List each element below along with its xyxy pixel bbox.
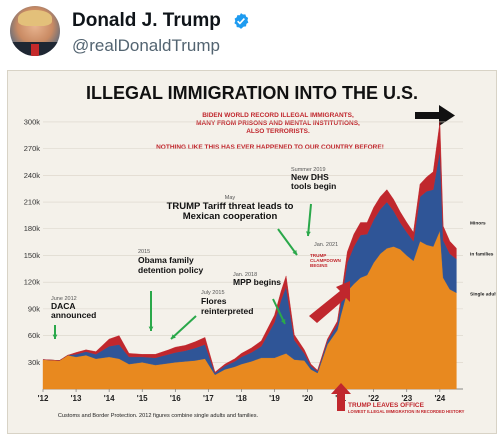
- annotation-line: New DHS: [291, 172, 329, 182]
- annotation-line: June 2012: [51, 296, 77, 302]
- annotation-line: TRUMP: [310, 253, 326, 258]
- y-tick-label: 180k: [24, 224, 41, 233]
- y-tick-label: 60k: [28, 331, 40, 340]
- chart-legend: Minors In families Single adults: [470, 220, 500, 298]
- annotation-line: tools begin: [291, 181, 336, 191]
- x-tick-label: '18: [236, 394, 247, 403]
- x-tick-label: '23: [401, 394, 412, 403]
- avatar-hair: [18, 10, 52, 26]
- chart-subtitle-line-3: ALSO TERRORISTS.: [246, 128, 310, 135]
- chart-subtitle-line-2: MANY FROM PRISONS AND MENTAL INSTITUTION…: [196, 120, 360, 127]
- x-tick-label: '13: [71, 394, 82, 403]
- x-tick-label: '19: [269, 394, 280, 403]
- arrow-dhs-head: [306, 231, 311, 236]
- legend-label: Single adults: [470, 292, 496, 298]
- annotation-line: announced: [51, 310, 96, 320]
- annotation-line: Mexican cooperation: [183, 211, 278, 222]
- verified-badge-icon: [234, 13, 249, 29]
- y-tick-label: 300k: [24, 117, 41, 126]
- arrow-tariff-head: [292, 250, 297, 255]
- y-tick-label: 120k: [24, 278, 41, 287]
- chart-title: ILLEGAL IMMIGRATION INTO THE U.S.: [86, 83, 418, 103]
- y-tick-label: 150k: [24, 251, 41, 260]
- annotation-line: Obama family: [138, 255, 194, 265]
- annotation-line: Flores: [201, 296, 227, 306]
- chart-image-card[interactable]: ILLEGAL IMMIGRATION INTO THE U.S. BIDEN …: [7, 70, 500, 434]
- y-tick-label: 210k: [24, 198, 41, 207]
- author-handle[interactable]: @realDonaldTrump: [72, 36, 220, 55]
- annotation-line: 2015: [138, 249, 150, 255]
- annotation-line: May: [225, 195, 236, 201]
- annotation-line: reinterpreted: [201, 306, 253, 316]
- x-tick-label: '22: [368, 394, 379, 403]
- y-tick-label: 90k: [28, 304, 40, 313]
- tweet-header: Donald J. Trump @realDonaldTrump: [0, 0, 500, 70]
- x-tick-label: '12: [38, 394, 49, 403]
- annotation-line: Jan. 2021: [314, 242, 338, 248]
- y-tick-label: 240k: [24, 171, 41, 180]
- x-tick-label: '24: [434, 394, 445, 403]
- arrow-flores-head: [171, 334, 176, 339]
- annotation-line: Jan. 2018: [233, 272, 257, 278]
- immigration-chart: ILLEGAL IMMIGRATION INTO THE U.S. BIDEN …: [24, 83, 500, 419]
- x-axis-ticks: '12'13'14'15'16'17'18'19'20'21'22'23'24: [38, 389, 446, 403]
- annotation-line: LOWEST ILLEGAL IMMIGRATION IN RECORDED H…: [348, 409, 465, 414]
- arrow-mpp: [272, 298, 286, 325]
- arrow-obama-head: [148, 326, 154, 331]
- author-name[interactable]: Donald J. Trump: [72, 10, 221, 31]
- chart-subtitle-line-1: BIDEN WORLD RECORD ILLEGAL IMMIGRANTS,: [202, 112, 354, 119]
- x-tick-label: '14: [104, 394, 115, 403]
- x-tick-label: '16: [170, 394, 181, 403]
- annotation-line: DACA: [51, 301, 76, 311]
- annotation-line: BEGINS: [310, 263, 328, 268]
- arrow-dhs: [307, 203, 312, 237]
- annotation-jan2021: Jan. 2021: [314, 242, 338, 248]
- avatar[interactable]: [10, 6, 60, 56]
- annotation-line: July 2015: [201, 290, 225, 296]
- arrow-tariff: [277, 228, 298, 256]
- right-arrow-icon: [415, 105, 455, 126]
- annotation-line: detention policy: [138, 265, 203, 275]
- arrow-daca-head: [52, 334, 58, 339]
- clampdown-arrow-icon: [309, 281, 350, 323]
- annotation-line: MPP begins: [233, 277, 281, 287]
- annotation-line: TRUMP Tariff threat leads to: [167, 201, 294, 212]
- annotation-line: Summer 2019: [291, 167, 326, 173]
- arrow-mpp-head: [280, 319, 286, 324]
- annotation-line: CLAMPDOWN: [310, 258, 342, 263]
- leaves-office-arrow-icon: [331, 383, 351, 411]
- source-note: Customs and Border Protection. 2012 figu…: [58, 413, 259, 419]
- y-axis-ticks: 30k 60k 90k 120k 150k 180k 210k 240k 270k 300k: [24, 117, 41, 366]
- y-tick-label: 30k: [28, 358, 40, 367]
- legend-label: Minors: [470, 220, 486, 226]
- arrow-flores: [170, 315, 197, 340]
- legend-label: In families: [470, 251, 494, 257]
- annotation-line: TRUMP LEAVES OFFICE: [348, 402, 425, 409]
- chart-subtitle-2: NOTHING LIKE THIS HAS EVER HAPPENED TO O…: [156, 144, 384, 151]
- x-tick-label: '17: [203, 394, 214, 403]
- y-tick-label: 270k: [24, 144, 41, 153]
- chart-areas: [42, 121, 457, 390]
- x-tick-label: '20: [302, 394, 313, 403]
- x-tick-label: '15: [137, 394, 148, 403]
- area-series-2: [42, 121, 457, 374]
- avatar-tie: [31, 44, 39, 56]
